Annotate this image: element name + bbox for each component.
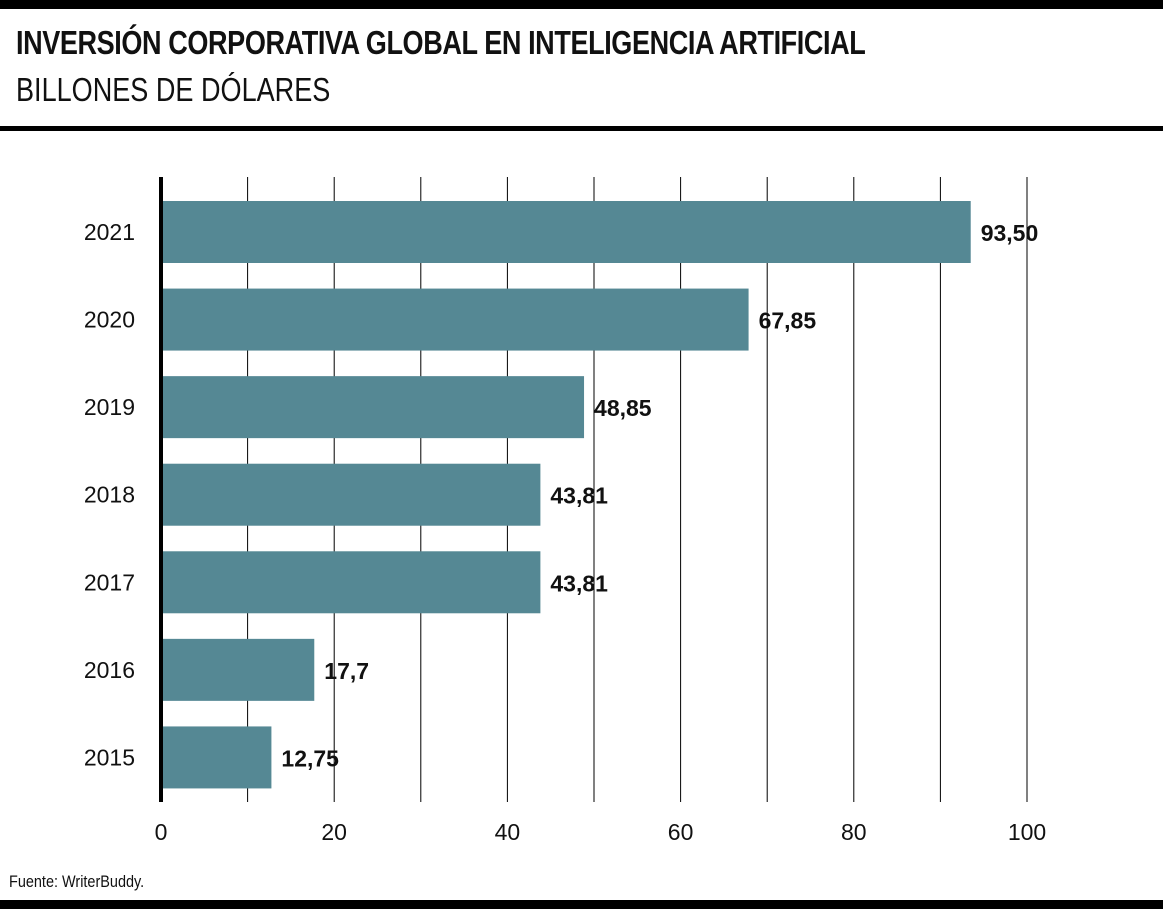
value-label: 67,85	[759, 308, 817, 334]
header-rule	[0, 126, 1163, 131]
bottom-rule	[0, 900, 1163, 909]
value-label: 93,50	[981, 220, 1039, 246]
category-label: 2016	[84, 657, 135, 683]
value-label: 48,85	[594, 395, 652, 421]
bar	[161, 463, 541, 526]
value-label: 17,7	[324, 658, 369, 684]
category-label: 2021	[84, 219, 135, 245]
bar	[161, 551, 541, 614]
bar	[161, 376, 585, 439]
value-label: 12,75	[281, 745, 339, 771]
bar	[161, 726, 272, 789]
x-tick-label: 40	[495, 819, 521, 845]
source-note: Fuente: WriterBuddy.	[9, 872, 145, 891]
x-tick-label: 60	[668, 819, 694, 845]
bar	[161, 201, 971, 263]
category-label: 2015	[84, 744, 135, 770]
x-tick-label: 0	[155, 819, 168, 845]
x-tick-label: 80	[841, 819, 867, 845]
value-label: 43,81	[550, 570, 608, 596]
chart-title: INVERSIÓN CORPORATIVA GLOBAL EN INTELIGE…	[16, 24, 866, 61]
bar	[161, 638, 315, 701]
category-label: 2018	[84, 482, 135, 508]
bar	[161, 288, 749, 351]
value-label: 43,81	[550, 483, 608, 509]
category-label: 2020	[84, 307, 135, 333]
category-label: 2017	[84, 569, 135, 595]
category-label: 2019	[84, 394, 135, 420]
chart-subtitle: BILLONES DE DÓLARES	[16, 71, 331, 108]
x-tick-label: 100	[1008, 819, 1046, 845]
x-tick-label: 20	[321, 819, 347, 845]
top-rule	[0, 0, 1163, 9]
